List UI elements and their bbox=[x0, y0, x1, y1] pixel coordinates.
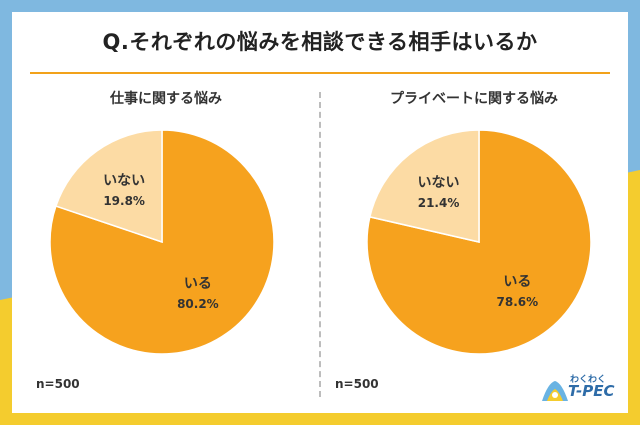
slice-label-yes: いる bbox=[184, 276, 212, 292]
slice-value-yes: 80.2% bbox=[177, 297, 219, 311]
chart-card: Q.それぞれの悩みを相談できる相手はいるか 仕事に関する悩み プライベートに関す… bbox=[12, 12, 628, 413]
slice-value-yes: 78.6% bbox=[497, 295, 539, 309]
logo: わくわく T-PEC bbox=[540, 372, 620, 406]
slice-value-no: 21.4% bbox=[418, 196, 460, 210]
pie-slice-no bbox=[54, 129, 163, 244]
chart-divider bbox=[319, 92, 321, 397]
logo-small-text: わくわく bbox=[570, 375, 607, 385]
title-underline bbox=[30, 72, 610, 74]
slice-label-no: いない bbox=[418, 175, 460, 191]
chart-title-work: 仕事に関する悩み bbox=[110, 91, 222, 107]
slice-label-yes: いる bbox=[503, 274, 531, 290]
pie-slice-no bbox=[368, 129, 480, 243]
logo-mountain-icon bbox=[542, 381, 568, 401]
page-title: Q.それぞれの悩みを相談できる相手はいるか bbox=[102, 30, 538, 54]
sample-size-private: n=500 bbox=[335, 377, 379, 391]
sample-size-work: n=500 bbox=[36, 377, 80, 391]
slice-value-no: 19.8% bbox=[103, 194, 145, 208]
pie-chart-work: いる 80.2% いない 19.8% bbox=[49, 129, 275, 355]
pie-chart-private: いる 78.6% いない 21.4% bbox=[366, 129, 592, 355]
logo-main-text: T-PEC bbox=[568, 382, 615, 400]
chart-title-private: プライベートに関する悩み bbox=[390, 91, 558, 107]
slice-label-no: いない bbox=[103, 173, 145, 189]
